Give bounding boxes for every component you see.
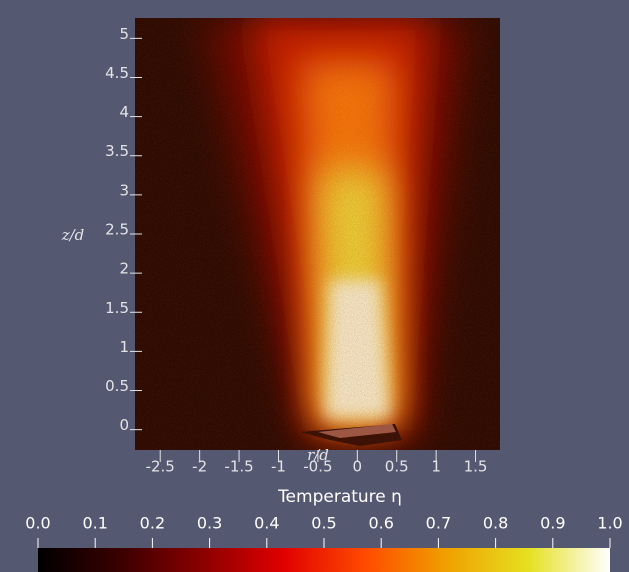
x-tick-label: 1 xyxy=(431,458,441,476)
x-tick-label: -2 xyxy=(192,458,207,476)
y-tick-label: 4 xyxy=(119,103,129,121)
y-tick-label: 0.5 xyxy=(105,377,129,395)
colorbar-tick-label: 0.2 xyxy=(140,514,165,533)
colorbar-tick-label: 0.1 xyxy=(82,514,107,533)
colorbar-tick-label: 0.9 xyxy=(540,514,565,533)
x-tick-label: -2.5 xyxy=(146,458,175,476)
y-tick-label: 1 xyxy=(119,338,129,356)
y-tick-label: 2.5 xyxy=(105,221,129,239)
y-tick-label: 3 xyxy=(119,181,129,199)
colorbar-tick-label: 0.8 xyxy=(483,514,508,533)
colorbar-tick-label: 0.4 xyxy=(254,514,279,533)
y-axis-label: z/d xyxy=(61,226,85,244)
colorbar-tick-label: 0.6 xyxy=(368,514,393,533)
y-tick-label: 1.5 xyxy=(105,299,129,317)
colorbar-tick-label: 0.7 xyxy=(426,514,451,533)
heatmap-image xyxy=(135,18,500,450)
y-tick-label: 3.5 xyxy=(105,142,129,160)
colorbar xyxy=(38,548,610,572)
colorbar-tick-label: 0.0 xyxy=(25,514,50,533)
colorbar-tick-label: 0.3 xyxy=(197,514,222,533)
x-tick-label: -1.5 xyxy=(224,458,253,476)
x-tick-label: -1 xyxy=(271,458,286,476)
colorbar-tick-label: 1.0 xyxy=(597,514,622,533)
x-tick-label: 0.5 xyxy=(385,458,409,476)
y-tick-label: 5 xyxy=(119,25,129,43)
colorbar-title: Temperature η xyxy=(277,487,402,507)
y-tick-label: 0 xyxy=(119,416,129,434)
colorbar-tick-label: 0.5 xyxy=(311,514,336,533)
y-tick-label: 4.5 xyxy=(105,64,129,82)
x-tick-label: -0.5 xyxy=(303,458,332,476)
y-tick-label: 2 xyxy=(119,260,129,278)
x-tick-label: 0 xyxy=(353,458,363,476)
x-tick-label: 1.5 xyxy=(464,458,488,476)
